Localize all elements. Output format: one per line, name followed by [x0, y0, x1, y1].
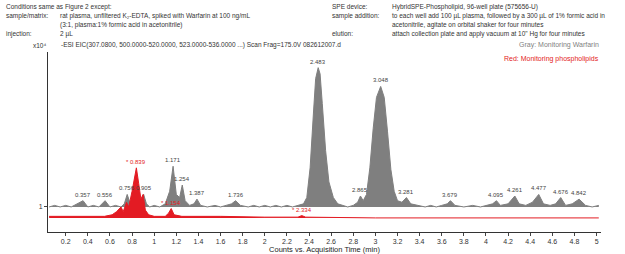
svg-text:2.4: 2.4	[304, 238, 314, 245]
svg-text:1: 1	[39, 203, 43, 210]
html-text:to each well add 100 µL plasma: to each well add 100 µL plasma, followed…	[392, 12, 605, 28]
svg-text:1.254: 1.254	[174, 176, 190, 182]
svg-text:0.6: 0.6	[105, 238, 115, 245]
svg-text:Gray: Monitoring Warfarin: Gray: Monitoring Warfarin	[519, 41, 599, 49]
svg-text:4: 4	[484, 238, 488, 245]
svg-text:2.6: 2.6	[326, 238, 336, 245]
svg-text:3.2: 3.2	[393, 238, 403, 245]
svg-text:2: 2	[263, 238, 267, 245]
svg-text:3.281: 3.281	[398, 189, 414, 195]
svg-text:x10⁴: x10⁴	[33, 42, 46, 49]
svg-text:2.483: 2.483	[310, 59, 326, 65]
svg-text:0.8: 0.8	[127, 238, 137, 245]
svg-text:4.842: 4.842	[571, 190, 587, 196]
svg-text:2.8: 2.8	[348, 238, 358, 245]
svg-text:* 0.839: * 0.839	[126, 159, 146, 165]
svg-text:4.6: 4.6	[547, 238, 557, 245]
svg-text:2.865: 2.865	[352, 187, 368, 193]
svg-text:3.048: 3.048	[373, 77, 389, 83]
svg-text:-ESI EIC(307.0800, 500.0000-52: -ESI EIC(307.0800, 500.0000-520.0000, 52…	[61, 41, 341, 49]
svg-text:* 1.154: * 1.154	[161, 200, 181, 206]
svg-text:5: 5	[595, 238, 599, 245]
svg-text:3.8: 3.8	[459, 238, 469, 245]
svg-text:1.8: 1.8	[238, 238, 248, 245]
svg-text:4.4: 4.4	[525, 238, 535, 245]
svg-text:0.357: 0.357	[75, 192, 91, 198]
svg-text:0.756: 0.756	[119, 185, 135, 191]
html-text:(3:1, plasma:1% formic acid in: (3:1, plasma:1% formic acid in acetonitr…	[60, 21, 183, 28]
html-text:HybridSPE-Phospholipid, 96-wel: HybridSPE-Phospholipid, 96-well plate (5…	[392, 3, 538, 10]
svg-text:1.6: 1.6	[216, 238, 226, 245]
html-text:attach collection plate and ap: attach collection plate and apply vacuum…	[392, 30, 585, 37]
html-text:Conditions same as Figure 2 ex: Conditions same as Figure 2 except:	[6, 3, 112, 10]
svg-text:4.676: 4.676	[553, 189, 569, 195]
svg-text:3.6: 3.6	[437, 238, 447, 245]
html-text:rat plasma, unfiltered K₂-EDTA: rat plasma, unfiltered K₂-EDTA, spiked w…	[60, 12, 250, 19]
svg-text:0.905: 0.905	[136, 185, 152, 191]
html-text:2 µL: 2 µL	[60, 30, 73, 37]
svg-text:0.2: 0.2	[61, 238, 71, 245]
html-text:sample addition:: sample addition:	[332, 12, 380, 19]
svg-text:0.4: 0.4	[83, 238, 93, 245]
svg-text:3: 3	[373, 238, 377, 245]
svg-text:4.2: 4.2	[503, 238, 513, 245]
svg-text:1.387: 1.387	[189, 190, 205, 196]
svg-text:3.679: 3.679	[442, 192, 458, 198]
svg-text:1.171: 1.171	[165, 157, 181, 163]
svg-text:Red: Monitoring phospholipids: Red: Monitoring phospholipids	[504, 55, 599, 63]
html-text:sample/matrix:: sample/matrix:	[6, 12, 49, 19]
svg-text:1.4: 1.4	[194, 238, 204, 245]
svg-text:2.2: 2.2	[282, 238, 292, 245]
svg-text:1.736: 1.736	[228, 192, 244, 198]
svg-text:0.556: 0.556	[97, 192, 113, 198]
svg-text:1: 1	[152, 238, 156, 245]
html-text:SPE device:: SPE device:	[332, 3, 368, 10]
html-text:injection:: injection:	[6, 30, 32, 37]
svg-text:3.4: 3.4	[415, 238, 425, 245]
svg-text:* 2.334: * 2.334	[292, 207, 312, 213]
html-text:elution:: elution:	[332, 30, 353, 37]
svg-text:1.2: 1.2	[171, 238, 181, 245]
svg-text:Counts vs. Acquisition Time (m: Counts vs. Acquisition Time (min)	[269, 245, 380, 254]
svg-text:4.095: 4.095	[488, 192, 504, 198]
svg-text:4.261: 4.261	[507, 187, 523, 193]
svg-text:4.477: 4.477	[531, 185, 547, 191]
svg-text:4.8: 4.8	[570, 238, 580, 245]
